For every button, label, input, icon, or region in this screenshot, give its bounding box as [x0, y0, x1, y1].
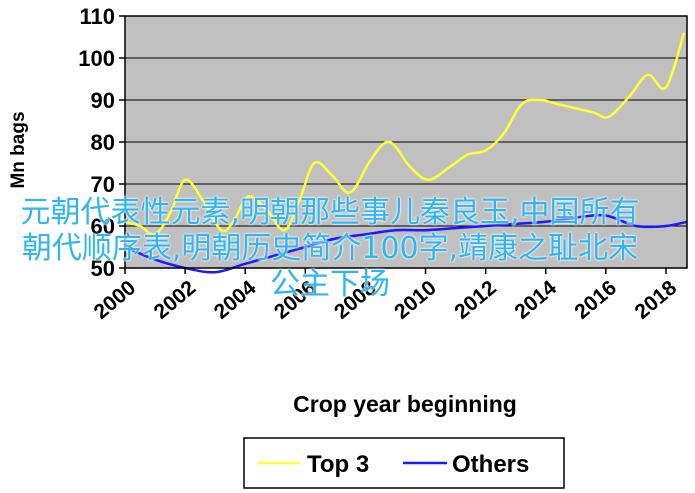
y-tick-label: 60: [91, 214, 115, 239]
y-tick-label: 80: [91, 130, 115, 155]
y-axis-label: Mn bags: [8, 111, 29, 188]
y-axis: 50 60 70 80 90 100 110: [78, 4, 125, 281]
y-tick-label: 50: [91, 256, 115, 281]
series-line-top3: [124, 32, 686, 236]
series-lines: [124, 32, 688, 274]
overlay-caption: 元朝代表性元素,明朝那些事儿秦良玉,中国所有朝代顺序表,明朝历史简介100字,靖…: [20, 195, 640, 302]
y-tick-label: 70: [91, 172, 115, 197]
legend-label-top3: Top 3: [307, 451, 369, 478]
x-axis-label: Crop year beginning: [293, 391, 517, 417]
y-tick-label: 100: [78, 46, 115, 71]
y-tick-label: 90: [91, 88, 115, 113]
series-line-others: [124, 213, 688, 274]
legend-label-others: Others: [452, 451, 529, 478]
y-tick-label: 110: [80, 4, 116, 29]
legend: Top 3 Others: [243, 437, 565, 489]
